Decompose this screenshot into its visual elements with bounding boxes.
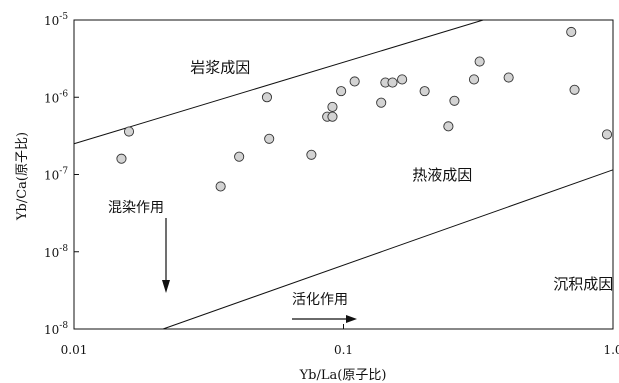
data-point-1 [123, 126, 135, 137]
data-point-14 [387, 77, 398, 88]
boundary-line-0 [73, 19, 484, 145]
x-axis-title: Yb/La(原子比) [299, 368, 387, 383]
data-point-22 [566, 26, 577, 38]
arrow-right-head [346, 315, 357, 323]
data-point-8 [327, 111, 338, 122]
region-label-2: 沉积成因 [553, 275, 613, 293]
region-label-1: 热液成因 [412, 166, 472, 184]
x-tick-label-0: 0.01 [61, 343, 88, 357]
arrow-down-head [162, 280, 170, 293]
region-label-0: 岩浆成因 [190, 58, 250, 76]
y-tick-label-2: 10-7 [44, 167, 68, 183]
boundary-line-1 [162, 169, 614, 330]
y-axis-title: Yb/Ca(原子比) [15, 132, 30, 221]
data-point-11 [349, 76, 360, 87]
data-point-10 [336, 86, 347, 97]
data-point-23 [569, 84, 580, 95]
y-tick-label-3: 10-6 [44, 89, 68, 105]
data-point-5 [264, 133, 275, 144]
annotation-activation: 活化作用 [292, 292, 348, 308]
data-point-12 [376, 97, 387, 108]
data-point-9 [327, 101, 338, 112]
data-point-3 [234, 151, 245, 162]
y-tick-label-4: 10-5 [44, 12, 68, 28]
y-tick-label-0: 10-8 [44, 321, 68, 337]
data-point-15 [397, 74, 408, 85]
y-tick-label-1: 10-8 [44, 244, 68, 260]
data-points [116, 26, 613, 192]
x-axis-ticks: 0.01 0.1 1.0 [61, 324, 619, 357]
y-axis-ticks: 10-8 10-8 10-7 10-6 10-5 [44, 12, 79, 337]
plot-frame [73, 19, 614, 330]
data-point-0 [116, 153, 127, 164]
data-point-17 [443, 121, 454, 132]
data-point-24 [601, 129, 613, 140]
annotation-contamination: 混染作用 [108, 200, 164, 216]
data-point-19 [468, 74, 480, 85]
data-point-16 [419, 86, 430, 97]
data-point-21 [503, 72, 514, 83]
data-point-6 [306, 149, 317, 160]
boundary-lines [73, 19, 614, 330]
data-point-2 [215, 181, 226, 192]
x-tick-label-1: 0.1 [334, 343, 353, 357]
x-tick-label-2: 1.0 [603, 343, 619, 357]
data-point-4 [261, 92, 273, 103]
data-point-18 [449, 95, 460, 106]
data-point-20 [474, 56, 485, 67]
